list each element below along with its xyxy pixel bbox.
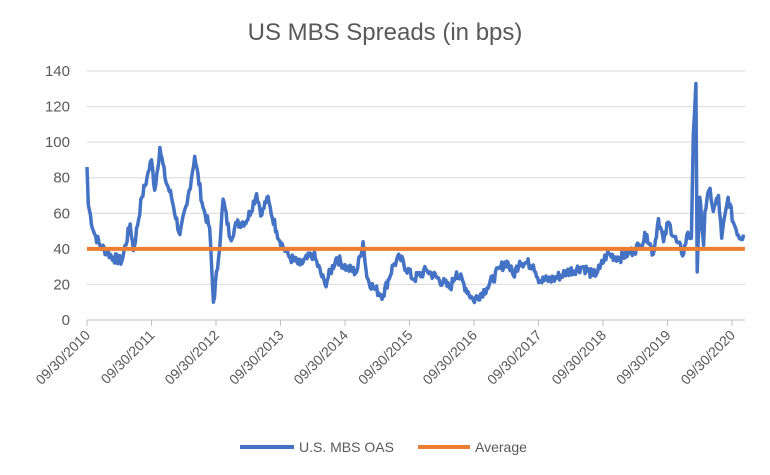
legend-label-average: Average bbox=[475, 439, 527, 455]
x-tick-label: 09/30/2016 bbox=[419, 327, 480, 388]
chart-title: US MBS Spreads (in bps) bbox=[248, 19, 523, 46]
x-tick-label: 09/30/2018 bbox=[548, 327, 609, 388]
legend-label-oas: U.S. MBS OAS bbox=[299, 439, 394, 455]
series-line-us-mbs-oas bbox=[85, 81, 746, 305]
x-tick-label: 09/30/2020 bbox=[677, 327, 738, 388]
y-tick-label: 60 bbox=[53, 205, 70, 222]
x-tick-label: 09/30/2011 bbox=[97, 327, 157, 387]
x-tick-label: 09/30/2012 bbox=[161, 327, 222, 388]
x-tick-label: 09/30/2010 bbox=[32, 327, 93, 388]
x-tick-label: 09/30/2014 bbox=[290, 327, 351, 388]
y-tick-label: 140 bbox=[45, 63, 70, 80]
y-tick-label: 0 bbox=[62, 312, 70, 329]
y-tick-label: 40 bbox=[53, 241, 70, 258]
y-tick-label: 100 bbox=[45, 134, 70, 151]
y-tick-label: 20 bbox=[53, 276, 70, 293]
x-tick-label: 09/30/2013 bbox=[226, 327, 287, 388]
x-tick-label: 09/30/2019 bbox=[613, 327, 674, 388]
x-tick-label: 09/30/2015 bbox=[355, 327, 416, 388]
y-tick-label: 80 bbox=[53, 170, 70, 187]
y-tick-label: 120 bbox=[45, 99, 70, 116]
legend: U.S. MBS OAS Average bbox=[240, 439, 527, 455]
x-tick-label: 09/30/2017 bbox=[484, 327, 545, 388]
